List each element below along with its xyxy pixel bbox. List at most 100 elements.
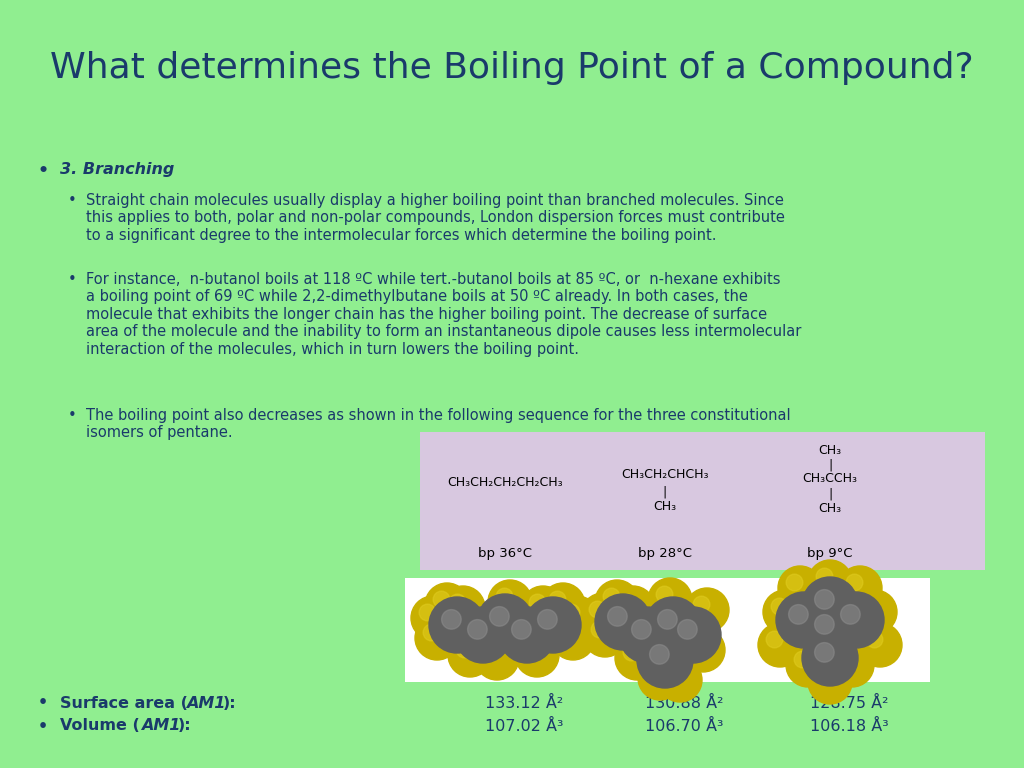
Circle shape <box>866 631 883 648</box>
Circle shape <box>515 633 559 677</box>
Circle shape <box>828 592 884 648</box>
Circle shape <box>841 604 860 624</box>
Text: 133.12 Å²: 133.12 Å² <box>485 696 563 710</box>
Circle shape <box>656 586 673 603</box>
Circle shape <box>489 607 509 626</box>
Circle shape <box>551 616 595 660</box>
Circle shape <box>858 623 902 667</box>
Text: 128.75 Å²: 128.75 Å² <box>810 696 889 710</box>
Bar <box>730 578 930 682</box>
Circle shape <box>475 636 519 680</box>
Circle shape <box>591 621 608 638</box>
Circle shape <box>477 594 534 650</box>
Circle shape <box>595 580 639 624</box>
Text: CH₃CH₂CH₂CH₂CH₃: CH₃CH₂CH₂CH₂CH₃ <box>447 476 563 489</box>
Circle shape <box>656 646 673 663</box>
Text: |: | <box>663 485 667 498</box>
Text: bp 28°C: bp 28°C <box>638 548 692 561</box>
Text: Volume (: Volume ( <box>60 719 139 733</box>
Circle shape <box>455 607 511 663</box>
Circle shape <box>646 664 663 681</box>
Circle shape <box>645 597 701 653</box>
Circle shape <box>665 607 721 663</box>
Circle shape <box>499 607 555 663</box>
Text: •: • <box>38 696 48 710</box>
Text: •: • <box>68 408 77 423</box>
Text: bp 36°C: bp 36°C <box>478 548 532 561</box>
Circle shape <box>778 566 822 610</box>
Text: bp 9°C: bp 9°C <box>807 548 853 561</box>
Circle shape <box>603 588 620 605</box>
Text: 130.88 Å²: 130.88 Å² <box>645 696 723 710</box>
Circle shape <box>620 594 636 611</box>
Bar <box>420 432 985 570</box>
Circle shape <box>649 644 670 664</box>
Circle shape <box>658 658 702 702</box>
Circle shape <box>555 596 599 640</box>
Circle shape <box>563 604 580 621</box>
Circle shape <box>541 583 585 627</box>
Text: Surface area (: Surface area ( <box>60 696 187 710</box>
Text: What determines the Boiling Point of a Compound?: What determines the Boiling Point of a C… <box>50 51 974 85</box>
Text: CH₃: CH₃ <box>653 501 677 514</box>
Circle shape <box>786 643 830 687</box>
Circle shape <box>512 620 531 639</box>
Text: CH₃: CH₃ <box>818 443 842 456</box>
Circle shape <box>497 588 513 605</box>
Circle shape <box>607 607 627 626</box>
Circle shape <box>589 601 606 618</box>
Text: |: | <box>827 488 833 501</box>
Text: 106.70 Å³: 106.70 Å³ <box>645 719 724 733</box>
Bar <box>565 578 765 682</box>
Circle shape <box>441 610 461 629</box>
Text: For instance,  n-butanol boils at 118 ºC while tert.-butanol boils at 85 ºC, or : For instance, n-butanol boils at 118 ºC … <box>86 272 802 356</box>
Text: CH₃CCH₃: CH₃CCH₃ <box>803 472 857 485</box>
Circle shape <box>830 643 874 687</box>
Circle shape <box>802 602 858 658</box>
Circle shape <box>861 598 878 615</box>
Circle shape <box>681 628 725 672</box>
Circle shape <box>411 596 455 640</box>
Circle shape <box>667 666 683 683</box>
Circle shape <box>415 616 459 660</box>
Circle shape <box>549 591 566 607</box>
Circle shape <box>808 560 852 604</box>
Circle shape <box>816 668 833 685</box>
Text: |: | <box>827 458 833 472</box>
Circle shape <box>815 590 835 609</box>
Circle shape <box>846 574 863 591</box>
Text: •: • <box>68 193 77 208</box>
Circle shape <box>637 632 693 688</box>
Circle shape <box>441 586 485 630</box>
Text: •: • <box>38 162 49 180</box>
Circle shape <box>449 633 492 677</box>
Circle shape <box>685 588 729 632</box>
Circle shape <box>838 651 855 668</box>
Circle shape <box>456 641 473 658</box>
Circle shape <box>802 630 858 686</box>
Circle shape <box>559 624 575 641</box>
Circle shape <box>815 614 835 634</box>
Circle shape <box>433 591 450 607</box>
Circle shape <box>657 610 677 629</box>
Circle shape <box>618 607 675 663</box>
Circle shape <box>583 613 627 657</box>
Text: The boiling point also decreases as shown in the following sequence for the thre: The boiling point also decreases as show… <box>86 408 791 440</box>
Circle shape <box>523 641 540 658</box>
Circle shape <box>815 643 835 662</box>
Circle shape <box>615 636 659 680</box>
Circle shape <box>525 597 581 653</box>
Circle shape <box>423 624 440 641</box>
Circle shape <box>689 636 706 653</box>
Text: CH₃: CH₃ <box>818 502 842 515</box>
Text: Straight chain molecules usually display a higher boiling point than branched mo: Straight chain molecules usually display… <box>86 193 784 243</box>
Circle shape <box>611 586 655 630</box>
Text: •: • <box>68 272 77 287</box>
Circle shape <box>763 590 807 634</box>
Circle shape <box>419 604 436 621</box>
Circle shape <box>488 580 532 624</box>
Circle shape <box>483 644 500 660</box>
Circle shape <box>521 586 565 630</box>
Text: AM1: AM1 <box>186 696 225 710</box>
Text: 3. Branching: 3. Branching <box>60 162 174 177</box>
